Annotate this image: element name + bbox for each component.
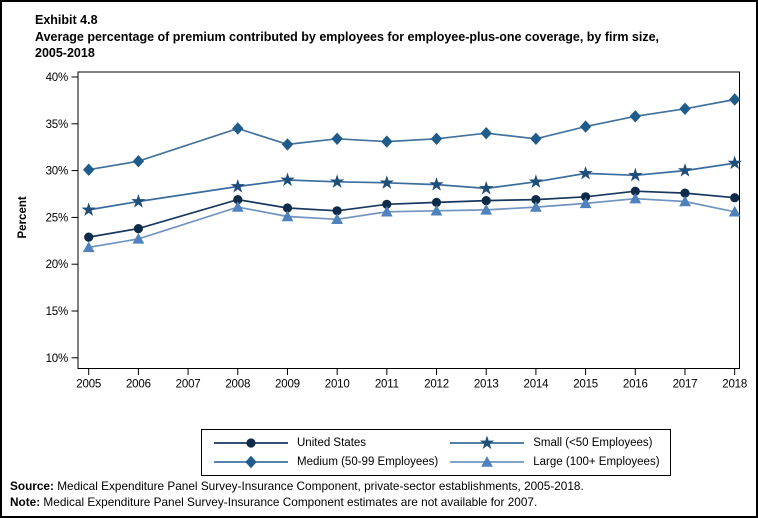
svg-text:2009: 2009 (275, 379, 300, 391)
note-label: Note: (10, 495, 41, 509)
svg-text:2010: 2010 (325, 379, 350, 391)
chart-canvas: 10% 15% 20% 25% 30% 35% 40% Percent 2005 2006 2007… (2, 2, 756, 402)
svg-text:2012: 2012 (424, 379, 449, 391)
source-label: Source: (10, 479, 54, 493)
series-large-100-employees (82, 192, 741, 253)
legend-label-small-firms: Small (<50 Employees) (533, 436, 653, 449)
series-united-states (84, 186, 740, 242)
svg-text:2013: 2013 (474, 379, 499, 391)
svg-text:2014: 2014 (524, 379, 550, 391)
svg-text:2007: 2007 (176, 379, 201, 391)
svg-text:2005: 2005 (76, 379, 101, 391)
note-text: Medical Expenditure Panel Survey-Insuran… (40, 495, 538, 509)
series-medium-50-99-employees (83, 93, 741, 176)
svg-text:2011: 2011 (375, 379, 399, 391)
y-axis: 10% 15% 20% 25% 30% 35% 40% (46, 72, 78, 365)
legend-item-united-states: United States (212, 433, 438, 452)
title-block: Exhibit 4.8 Average percentage of premiu… (35, 12, 659, 62)
svg-text:10%: 10% (46, 353, 68, 365)
svg-text:35%: 35% (46, 119, 68, 131)
series-small-50-employees (81, 155, 742, 216)
legend-item-large-firms: Large (100+ Employees) (448, 452, 660, 471)
svg-text:2018: 2018 (722, 379, 747, 391)
legend-label-large-firms: Large (100+ Employees) (533, 455, 660, 468)
source-text: Medical Expenditure Panel Survey-Insuran… (53, 479, 584, 493)
svg-text:2017: 2017 (673, 379, 698, 391)
svg-text:15%: 15% (46, 306, 68, 318)
united-states-circle-marker-icon (212, 435, 290, 451)
source-line: Source: Medical Expenditure Panel Survey… (10, 478, 584, 494)
svg-text:25%: 25% (46, 212, 68, 224)
chart-title-line-2: 2005-2018 (35, 46, 95, 60)
small-firms-star-marker-icon (448, 435, 526, 451)
x-axis: 2005 2006 2007 2008 2009 2010 2011 2012 2013 2014… (76, 368, 747, 391)
legend-label-united-states: United States (297, 436, 367, 449)
large-firms-triangle-marker-icon (448, 454, 526, 470)
legend-item-medium-firms: Medium (50-99 Employees) (212, 452, 438, 471)
svg-text:2008: 2008 (225, 379, 250, 391)
svg-text:30%: 30% (46, 166, 68, 178)
svg-text:2006: 2006 (126, 379, 151, 391)
legend: United States Small (<50 Employees) Medi… (201, 429, 671, 476)
legend-item-small-firms: Small (<50 Employees) (448, 433, 659, 452)
legend-label-medium-firms: Medium (50-99 Employees) (297, 455, 439, 468)
svg-text:2015: 2015 (573, 379, 598, 391)
y-axis-label: Percent (17, 196, 29, 238)
svg-text:20%: 20% (46, 259, 68, 271)
plot-frame (77, 71, 740, 369)
footer-notes: Source: Medical Expenditure Panel Survey… (10, 478, 584, 510)
medium-firms-diamond-marker-icon (212, 454, 290, 470)
svg-text:2016: 2016 (623, 379, 648, 391)
svg-text:40%: 40% (46, 72, 68, 84)
chart-title-line-1: Average percentage of premium contribute… (35, 29, 660, 44)
exhibit-label: Exhibit 4.8 (35, 13, 98, 27)
note-line: Note: Medical Expenditure Panel Survey-I… (10, 494, 584, 510)
